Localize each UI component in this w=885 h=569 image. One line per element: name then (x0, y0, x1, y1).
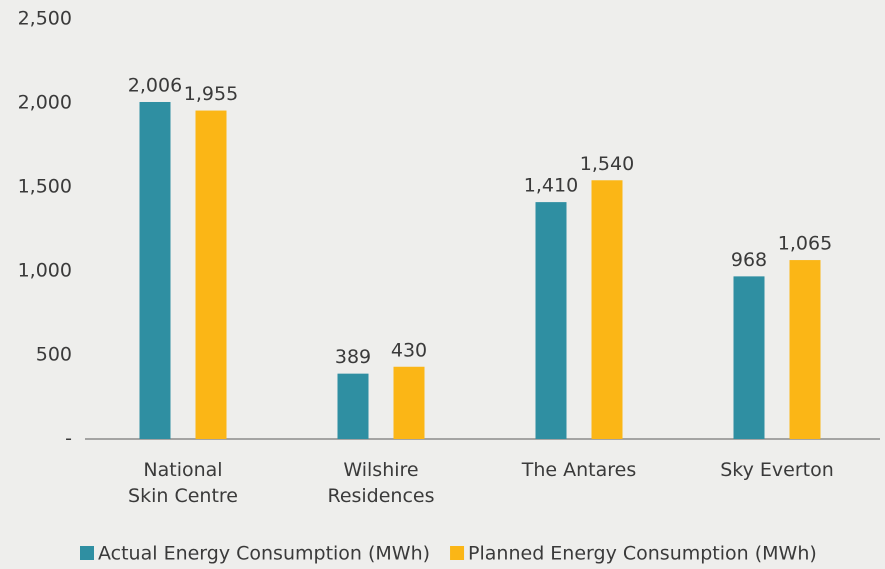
data-label: 2,006 (128, 74, 182, 96)
y-tick-label: - (65, 428, 72, 450)
data-label: 1,065 (778, 233, 832, 255)
x-tick-label: The Antares (521, 459, 637, 481)
legend-label: Planned Energy Consumption (MWh) (468, 543, 817, 565)
data-label: 968 (731, 249, 767, 271)
bar (733, 276, 765, 439)
legend-label: Actual Energy Consumption (MWh) (98, 543, 430, 565)
data-label: 430 (391, 339, 427, 361)
data-label: 1,410 (524, 175, 578, 197)
y-tick-label: 2,500 (18, 8, 72, 30)
bar (195, 110, 227, 439)
x-tick-label: Wilshire Residences (327, 459, 435, 507)
data-label: 1,540 (580, 153, 634, 175)
bar (139, 101, 171, 439)
bar (535, 202, 567, 439)
x-tick-label: National Skin Centre (128, 459, 238, 507)
legend-swatch (450, 546, 465, 560)
data-label: 1,955 (184, 83, 238, 105)
bar (789, 260, 821, 439)
y-tick-label: 500 (36, 344, 72, 366)
y-tick-label: 2,000 (18, 92, 72, 114)
bar (591, 180, 623, 439)
data-label: 389 (335, 346, 371, 368)
y-tick-label: 1,500 (18, 176, 72, 198)
legend-swatch (80, 546, 94, 560)
y-tick-label: 1,000 (18, 260, 72, 282)
x-tick-label: Sky Everton (720, 459, 834, 481)
bar (337, 373, 369, 439)
bar (393, 366, 425, 439)
